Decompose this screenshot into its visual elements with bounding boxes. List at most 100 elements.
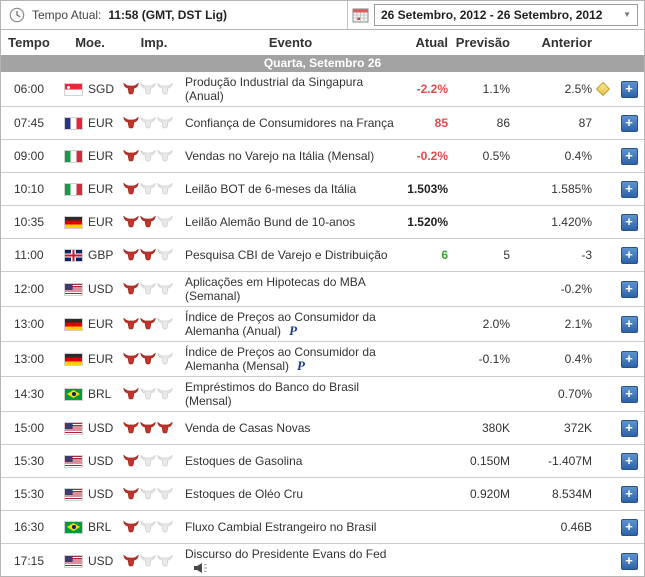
bull-icon [140, 318, 156, 330]
bull-icon [123, 488, 139, 500]
event-name[interactable]: Vendas no Varejo na Itália (Mensal) [185, 149, 375, 163]
header-importance: Imp. [140, 34, 168, 50]
currency-code: USD [88, 487, 114, 501]
event-name[interactable]: Discurso do Presidente Evans do Fed [185, 547, 400, 575]
event-time: 11:00 [14, 248, 44, 262]
header-actual: Atual [415, 34, 449, 50]
diamond-icon[interactable] [595, 81, 611, 97]
expand-event-button[interactable]: + [620, 485, 638, 503]
header-forecast: Previsão [455, 34, 510, 50]
currency-cell: EUR [57, 352, 123, 366]
calendar-icon[interactable] [352, 7, 369, 23]
expand-event-button[interactable]: + [620, 419, 638, 437]
event-name[interactable]: Produção Industrial da Singapura (Anual) [185, 75, 364, 103]
currency-code: SGD [88, 82, 115, 96]
bull-icon [157, 318, 173, 330]
bull-icon [157, 183, 173, 195]
expand-event-button[interactable]: + [620, 114, 638, 132]
forecast-value: 5 [503, 248, 510, 262]
event-name[interactable]: Estoques de Gasolina [185, 454, 303, 468]
importance-rating [123, 488, 185, 500]
event-name[interactable]: Aplicações em Hipotecas do MBA (Semanal) [185, 275, 366, 303]
table-row: 17:15 USD Discurso do Presidente Evans do… [1, 544, 644, 576]
forecast-value: 0.150M [469, 454, 510, 468]
flag-icon-de [65, 318, 82, 330]
expand-event-button[interactable]: + [620, 180, 638, 198]
header-currency: Moe. [75, 34, 105, 50]
current-time-label: Tempo Atual: [32, 8, 102, 22]
actual-value: 6 [441, 248, 448, 262]
date-range-value: 26 Setembro, 2012 - 26 Setembro, 2012 [381, 8, 603, 22]
expand-event-button[interactable]: + [620, 385, 638, 403]
table-header: Tempo Moe. Imp. Evento Atual Previsão An… [1, 30, 644, 54]
importance-rating [123, 249, 185, 261]
forecast-value: 86 [496, 116, 510, 130]
bull-icon [123, 117, 139, 129]
date-range-selector[interactable]: 26 Setembro, 2012 - 26 Setembro, 2012 ▼ [374, 4, 638, 26]
expand-event-button[interactable]: + [620, 246, 638, 264]
currency-cell: BRL [57, 520, 123, 534]
flag-icon-us [65, 283, 82, 295]
table-row: 12:00 USD Aplicações em Hipotecas do MBA … [1, 272, 644, 307]
event-name[interactable]: Pesquisa CBI de Varejo e Distribuição [185, 248, 388, 262]
previous-value: 0.4% [564, 352, 592, 366]
header-previous: Anterior [541, 34, 592, 50]
expand-event-button[interactable]: + [620, 518, 638, 536]
event-name[interactable]: Leilão Alemão Bund de 10-anos [185, 215, 356, 229]
expand-event-button[interactable]: + [620, 552, 638, 570]
bull-icon [140, 283, 156, 295]
table-row: 15:30 USD Estoques de Oléo Cru 0.920M 8.534… [1, 478, 644, 511]
event-time: 14:30 [13, 387, 45, 401]
event-time: 17:15 [13, 554, 45, 568]
bull-icon [157, 388, 173, 400]
previous-value: 0.70% [557, 387, 592, 401]
event-name[interactable]: Fluxo Cambial Estrangeiro no Brasil [185, 520, 377, 534]
previous-value: 0.46B [560, 520, 592, 534]
currency-cell: USD [57, 421, 123, 435]
expand-event-button[interactable]: + [620, 147, 638, 165]
previous-value: 2.5% [564, 82, 592, 96]
bull-icon [123, 150, 139, 162]
event-name[interactable]: Venda de Casas Novas [185, 421, 311, 435]
flag-icon-us [65, 455, 82, 467]
forecast-value: 0.5% [482, 149, 510, 163]
event-name[interactable]: Estoques de Oléo Cru [185, 487, 304, 501]
event-time: 15:30 [13, 487, 45, 501]
table-row: 09:00 EUR Vendas no Varejo na Itália (Men… [1, 140, 644, 173]
expand-event-button[interactable]: + [620, 80, 638, 98]
event-name[interactable]: Índice de Preços ao Consumidor da Aleman… [185, 310, 376, 338]
expand-event-button[interactable]: + [620, 213, 638, 231]
event-name[interactable]: Empréstimos do Banco do Brasil (Mensal) [185, 380, 360, 408]
bull-icon [123, 216, 139, 228]
event-name[interactable]: Confiança de Consumidores na França [185, 116, 394, 130]
currency-cell: GBP [57, 248, 123, 262]
bull-icon [140, 117, 156, 129]
table-row: 11:00 GBP Pesquisa CBI de Varejo e Distri… [1, 239, 644, 272]
currency-code: BRL [88, 520, 112, 534]
event-name[interactable]: Índice de Preços ao Consumidor da Aleman… [185, 345, 376, 373]
event-time: 10:10 [13, 182, 45, 196]
bull-icon [140, 83, 156, 95]
day-header: Quarta, Setembro 26 [1, 54, 644, 72]
bull-icon [140, 488, 156, 500]
flag-icon-us [65, 488, 82, 500]
importance-rating [123, 283, 185, 295]
expand-event-button[interactable]: + [620, 452, 638, 470]
bull-icon [123, 283, 139, 295]
table-row: 15:00 USD Venda de Casas Novas 380K 372K + [1, 412, 644, 445]
bull-icon [123, 388, 139, 400]
expand-event-button[interactable]: + [620, 350, 638, 368]
bull-icon [123, 422, 139, 434]
flag-icon-br [65, 388, 82, 400]
importance-rating [123, 388, 185, 400]
currency-code: BRL [88, 387, 112, 401]
event-name[interactable]: Leilão BOT de 6-meses da Itália [185, 182, 357, 196]
bull-icon [157, 555, 173, 567]
previous-value: -0.2% [560, 282, 592, 296]
previous-value: 87 [578, 116, 592, 130]
previous-value: -1.407M [547, 454, 592, 468]
previous-value: -3 [581, 248, 592, 262]
importance-rating [123, 216, 185, 228]
expand-event-button[interactable]: + [620, 315, 638, 333]
expand-event-button[interactable]: + [620, 280, 638, 298]
